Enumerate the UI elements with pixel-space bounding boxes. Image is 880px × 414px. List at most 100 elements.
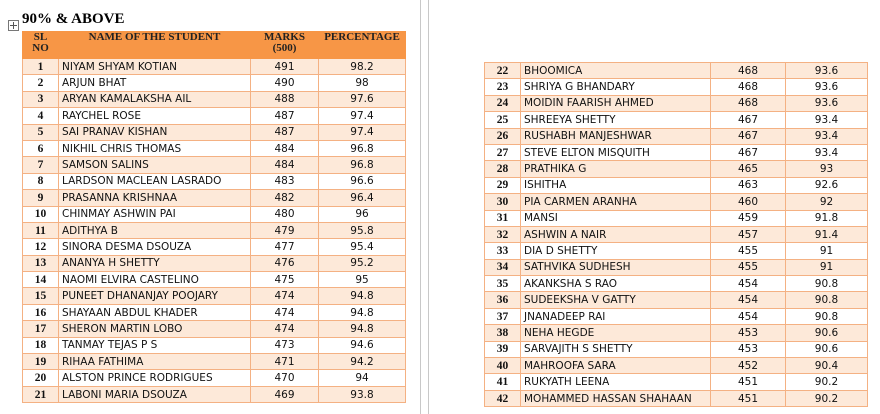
percentage: 90.6 [785, 324, 868, 342]
student-name: SATHVIKA SUDHESH [520, 258, 711, 277]
percentage: 93.4 [785, 111, 868, 129]
student-row: 21 LABONI MARIA DSOUZA 469 93.8 [22, 385, 406, 404]
marks: 454 [710, 307, 786, 326]
student-name: SUDEEKSHA V GATTY [520, 291, 711, 309]
marks: 491 [250, 57, 319, 76]
header-row: SL NO NAME OF THE STUDENT MARKS (500) PERCE… [22, 31, 406, 59]
student-row: 20 ALSTON PRINCE RODRIGUES 470 94 [22, 369, 406, 387]
student-row: 6 NIKHIL CHRIS THOMAS 484 96.8 [22, 139, 406, 158]
serial-number: 18 [22, 336, 59, 355]
marks: 455 [710, 242, 786, 260]
percentage: 90.4 [785, 357, 868, 375]
page-edge [420, 0, 421, 414]
student-name: ARYAN KAMALAKSHA AIL [58, 90, 251, 109]
student-row: 26 RUSHABH MANJESHWAR 467 93.4 [484, 127, 868, 145]
student-row: 30 PIA CARMEN ARANHA 460 92 [484, 193, 868, 211]
serial-number: 24 [484, 94, 521, 113]
student-row: 5 SAI PRANAV KISHAN 487 97.4 [22, 123, 406, 141]
percentage: 97.4 [318, 123, 406, 141]
percentage: 90.2 [785, 373, 868, 391]
student-row: 12 SINORA DESMA DSOUZA 477 95.4 [22, 238, 406, 256]
student-name: ARJUN BHAT [58, 74, 251, 92]
serial-number: 34 [484, 258, 521, 277]
serial-number: 39 [484, 340, 521, 359]
heading: 90% & ABOVE [22, 11, 125, 27]
percentage: 91.8 [785, 209, 868, 227]
student-row: 29 ISHITHA 463 92.6 [484, 176, 868, 195]
marks: 471 [250, 353, 319, 371]
marks: 477 [250, 238, 319, 256]
marks: 467 [710, 127, 786, 145]
percentage: 94.2 [318, 353, 406, 371]
percentage: 96.8 [318, 139, 406, 158]
percentage: 90.6 [785, 340, 868, 359]
student-name: JNANADEEP RAI [520, 307, 711, 326]
student-row: 28 PRATHIKA G 465 93 [484, 160, 868, 178]
student-row: 22 BHOOMICA 468 93.6 [484, 61, 868, 80]
percentage: 92.6 [785, 176, 868, 195]
percentage: 93.4 [785, 143, 868, 162]
marks: 468 [710, 94, 786, 113]
student-row: 3 ARYAN KAMALAKSHA AIL 488 97.6 [22, 90, 406, 109]
percentage: 90.8 [785, 275, 868, 293]
percentage: 90.2 [785, 389, 868, 408]
percentage: 90.8 [785, 291, 868, 309]
serial-number: 25 [484, 111, 521, 129]
percentage: 97.4 [318, 107, 406, 125]
marks: 457 [710, 225, 786, 244]
percentage: 96.6 [318, 172, 406, 191]
percentage: 94.6 [318, 336, 406, 355]
table-move-handle[interactable] [8, 20, 19, 31]
student-name: PRASANNA KRISHNAA [58, 189, 251, 207]
percentage: 96 [318, 205, 406, 223]
student-name: PUNEET DHANANJAY POOJARY [58, 287, 251, 305]
student-name: MAHROOFA SARA [520, 357, 711, 375]
student-row: 24 MOIDIN FAARISH AHMED 468 93.6 [484, 94, 868, 113]
serial-number: 20 [22, 369, 59, 387]
marks: 483 [250, 172, 319, 191]
student-row: 17 SHERON MARTIN LOBO 474 94.8 [22, 320, 406, 338]
marks: 454 [710, 275, 786, 293]
student-row: 2 ARJUN BHAT 490 98 [22, 74, 406, 92]
marks: 467 [710, 111, 786, 129]
marks: 468 [710, 61, 786, 80]
serial-number: 40 [484, 357, 521, 375]
student-name: DIA D SHETTY [520, 242, 711, 260]
serial-number: 35 [484, 275, 521, 293]
student-name: ASHWIN A NAIR [520, 225, 711, 244]
student-name: RIHAA FATHIMA [58, 353, 251, 371]
serial-number: 41 [484, 373, 521, 391]
serial-number: 37 [484, 307, 521, 326]
student-row: 31 MANSI 459 91.8 [484, 209, 868, 227]
student-name: SARVAJITH S SHETTY [520, 340, 711, 359]
percentage: 91 [785, 258, 868, 277]
percentage: 94 [318, 369, 406, 387]
column-header: MARKS (500) [250, 31, 319, 59]
marks: 451 [710, 389, 786, 408]
student-name: MANSI [520, 209, 711, 227]
marks: 479 [250, 221, 319, 240]
marks: 482 [250, 189, 319, 207]
serial-number: 22 [484, 61, 521, 80]
student-row: 37 JNANADEEP RAI 454 90.8 [484, 307, 868, 326]
percentage: 96.4 [318, 189, 406, 207]
student-name: SINORA DESMA DSOUZA [58, 238, 251, 256]
column-header: NAME OF THE STUDENT [58, 31, 251, 59]
serial-number: 36 [484, 291, 521, 309]
serial-number: 17 [22, 320, 59, 338]
serial-number: 1 [22, 57, 59, 76]
serial-number: 42 [484, 389, 521, 408]
percentage: 93.4 [785, 127, 868, 145]
student-name: CHINMAY ASHWIN PAI [58, 205, 251, 223]
serial-number: 9 [22, 189, 59, 207]
student-name: NAOMI ELVIRA CASTELINO [58, 271, 251, 289]
marks: 455 [710, 258, 786, 277]
serial-number: 10 [22, 205, 59, 223]
marks: 467 [710, 143, 786, 162]
student-name: MOIDIN FAARISH AHMED [520, 94, 711, 113]
marks: 474 [250, 320, 319, 338]
percentage: 92 [785, 193, 868, 211]
student-name: BHOOMICA [520, 61, 711, 80]
